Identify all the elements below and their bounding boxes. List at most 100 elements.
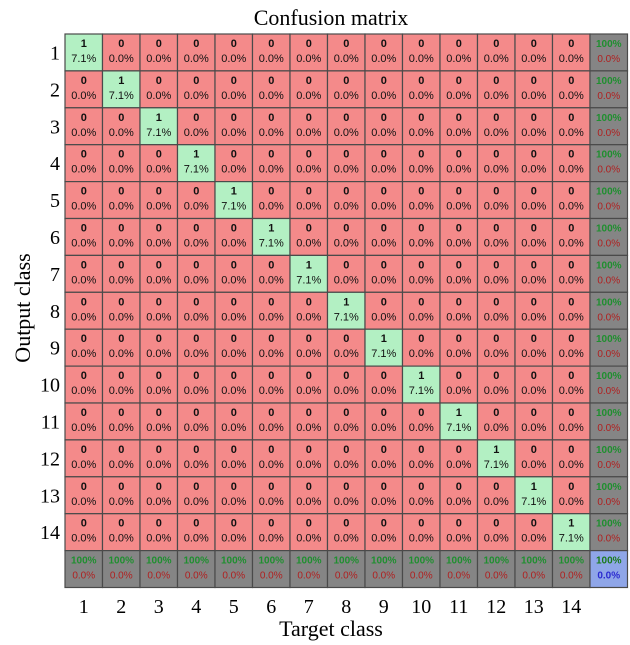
cell-bottom-value: 0.0% <box>485 571 508 582</box>
cell-bottom-value: 0.0% <box>409 127 434 139</box>
matrix-cell: 0 0.0% <box>251 254 291 293</box>
cell-background <box>401 291 441 330</box>
cell-bottom-value: 0.0% <box>259 533 284 545</box>
cell-top-value: 100% <box>521 556 547 567</box>
cell-bottom-value: 0.0% <box>521 53 546 65</box>
cell-top-value: 0 <box>568 481 574 493</box>
matrix-cell: 0 0.0% <box>101 439 141 478</box>
cell-background <box>139 439 179 478</box>
row-summary-cell: 100% 0.0% <box>589 439 629 478</box>
matrix-cell: 1 7.1% <box>139 107 179 146</box>
cell-bottom-value: 0.0% <box>559 459 584 471</box>
cell-top-value: 0 <box>118 481 124 493</box>
cell-bottom-value: 0.0% <box>409 422 434 434</box>
cell-background <box>514 549 554 589</box>
cell-top-value: 1 <box>531 481 537 493</box>
cell-top-value: 0 <box>231 149 237 161</box>
cell-bottom-value: 7.1% <box>296 274 321 286</box>
cell-background <box>551 33 591 72</box>
cell-background <box>401 33 441 72</box>
matrix-cell: 0 0.0% <box>439 254 479 293</box>
column-summary-cell: 100% 0.0% <box>401 549 441 589</box>
cell-bottom-value: 0.0% <box>296 496 321 508</box>
matrix-cell: 0 0.0% <box>476 476 516 515</box>
cell-top-value: 0 <box>156 333 162 345</box>
cell-bottom-value: 0.0% <box>259 385 284 397</box>
cell-bottom-value: 0.0% <box>334 422 359 434</box>
cell-top-value: 0 <box>418 223 424 235</box>
cell-top-value: 1 <box>156 112 162 124</box>
cell-background <box>64 402 104 441</box>
cell-bottom-value: 7.1% <box>446 422 471 434</box>
cell-top-value: 100% <box>596 187 622 198</box>
cell-top-value: 0 <box>418 75 424 87</box>
cell-background <box>589 402 629 441</box>
cell-bottom-value: 0.0% <box>71 348 96 360</box>
cell-top-value: 0 <box>156 75 162 87</box>
matrix-cell: 0 0.0% <box>176 291 216 330</box>
cell-background <box>439 476 479 515</box>
matrix-cell: 0 0.0% <box>439 107 479 146</box>
cell-background <box>551 476 591 515</box>
cell-top-value: 0 <box>493 407 499 419</box>
cell-top-value: 0 <box>568 149 574 161</box>
cell-bottom-value: 0.0% <box>409 53 434 65</box>
matrix-cell: 0 0.0% <box>364 217 404 257</box>
cell-top-value: 0 <box>156 370 162 382</box>
cell-bottom-value: 7.1% <box>371 348 396 360</box>
matrix-cell: 0 0.0% <box>326 476 366 515</box>
matrix-cell: 0 0.0% <box>101 217 141 257</box>
matrix-cell: 0 0.0% <box>326 365 366 404</box>
cell-bottom-value: 0.0% <box>521 201 546 213</box>
cell-top-value: 0 <box>118 112 124 124</box>
matrix-cell: 0 0.0% <box>251 33 291 72</box>
cell-top-value: 0 <box>343 259 349 271</box>
column-summary-cell: 100% 0.0% <box>514 549 554 589</box>
matrix-cell: 0 0.0% <box>64 513 104 552</box>
cell-background <box>289 328 329 367</box>
matrix-cell: 0 0.0% <box>139 402 179 441</box>
matrix-cell: 0 0.0% <box>176 33 216 72</box>
cell-bottom-value: 0.0% <box>409 311 434 323</box>
matrix-cell: 0 0.0% <box>139 33 179 72</box>
cell-background <box>101 144 141 183</box>
x-tick-label: 1 <box>79 596 89 618</box>
cell-top-value: 0 <box>193 223 199 235</box>
cell-background <box>176 217 216 257</box>
cell-top-value: 0 <box>456 481 462 493</box>
cell-top-value: 0 <box>381 38 387 50</box>
y-tick-label: 14 <box>40 522 60 544</box>
cell-background <box>64 549 104 589</box>
cell-top-value: 0 <box>568 75 574 87</box>
cell-bottom-value: 0.0% <box>334 201 359 213</box>
matrix-cell: 0 0.0% <box>251 513 291 552</box>
cell-bottom-value: 0.0% <box>521 274 546 286</box>
cell-top-value: 0 <box>381 186 387 198</box>
cell-background <box>589 328 629 367</box>
matrix-cell: 0 0.0% <box>401 513 441 552</box>
cell-top-value: 0 <box>493 518 499 530</box>
cell-background <box>64 513 104 552</box>
cell-bottom-value: 7.1% <box>521 496 546 508</box>
x-tick-label: 10 <box>411 596 431 618</box>
cell-bottom-value: 0.0% <box>259 90 284 102</box>
x-tick-label: 8 <box>341 596 351 618</box>
cell-bottom-value: 0.0% <box>296 201 321 213</box>
cell-top-value: 0 <box>231 75 237 87</box>
cell-top-value: 0 <box>568 444 574 456</box>
cell-bottom-value: 0.0% <box>559 496 584 508</box>
cell-background <box>251 107 291 146</box>
cell-bottom-value: 0.0% <box>334 90 359 102</box>
matrix-cell: 0 0.0% <box>514 33 554 72</box>
matrix-cell: 0 0.0% <box>401 402 441 441</box>
matrix-cell: 0 0.0% <box>439 70 479 109</box>
matrix-cell: 0 0.0% <box>326 70 366 109</box>
cell-top-value: 0 <box>118 370 124 382</box>
cell-bottom-value: 0.0% <box>559 238 584 250</box>
cell-top-value: 0 <box>343 518 349 530</box>
cell-background <box>326 70 366 109</box>
matrix-cell: 0 0.0% <box>176 365 216 404</box>
cell-top-value: 0 <box>118 333 124 345</box>
cell-background <box>551 254 591 293</box>
